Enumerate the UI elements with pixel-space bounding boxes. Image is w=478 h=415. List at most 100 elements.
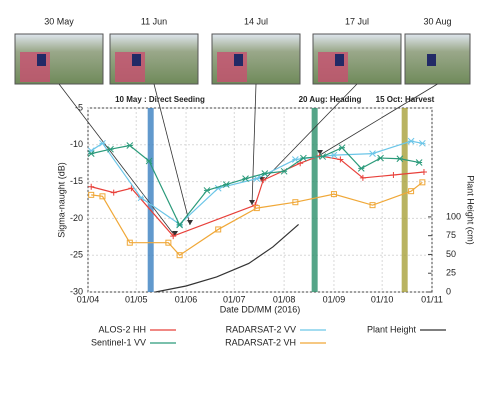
marker [319, 153, 327, 160]
photo-sign [132, 54, 141, 66]
arrow-head [249, 200, 255, 205]
x-tick-label: 01/07 [223, 294, 246, 304]
photo-sign [234, 54, 243, 66]
legend-label: Sentinel-1 VV [91, 337, 146, 347]
marker [99, 139, 106, 147]
arrow-head [172, 231, 178, 236]
x-axis-title: Date DD/MM (2016) [220, 304, 301, 314]
marker [126, 239, 133, 246]
legend-label: ALOS-2 HH [98, 324, 146, 334]
marker [407, 137, 415, 145]
marker [369, 150, 376, 157]
event-band [311, 108, 318, 292]
photo-label: 30 Aug [423, 16, 451, 26]
y-tick-label: -15 [70, 176, 83, 186]
marker [408, 188, 415, 195]
y-tick-label: -25 [70, 250, 83, 260]
y2-tick-label: 75 [446, 230, 456, 240]
marker [99, 193, 106, 200]
marker [176, 221, 183, 229]
x-tick-label: 01/05 [125, 294, 148, 304]
photo-arrow [58, 83, 176, 237]
photo-label: 14 Jul [244, 16, 268, 26]
y-tick-label: -20 [70, 213, 83, 223]
x-tick-label: 01/06 [175, 294, 198, 304]
photo-sign [427, 54, 436, 66]
marker [330, 191, 337, 198]
series-line [91, 181, 423, 256]
marker [419, 179, 426, 186]
marker [415, 159, 423, 166]
marker [330, 151, 338, 159]
marker [280, 167, 288, 175]
photo [404, 33, 471, 85]
marker [338, 144, 346, 152]
photo-sign [335, 54, 344, 66]
photo-label: 11 Jun [141, 16, 167, 26]
marker [419, 139, 426, 147]
photo-label: 30 May [44, 16, 74, 26]
photo-arrow [251, 83, 257, 206]
y2-tick-label: 100 [446, 211, 461, 221]
y2-axis-title: Plant Height (cm) [466, 175, 476, 245]
x-tick-label: 01/09 [323, 294, 346, 304]
marker [88, 183, 95, 190]
marker [107, 145, 114, 153]
marker [87, 150, 95, 157]
series-line [91, 155, 425, 237]
event-band [147, 108, 154, 292]
y-tick-label: -10 [70, 139, 83, 149]
event-label: 20 Aug: Heading [299, 95, 362, 104]
marker [297, 160, 304, 167]
marker [369, 202, 376, 209]
marker [337, 156, 344, 163]
marker [253, 205, 260, 212]
legend-label: RADARSAT-2 VH [225, 337, 296, 347]
marker [110, 189, 117, 196]
y2-tick-label: 0 [446, 286, 451, 296]
marker [357, 164, 365, 172]
event-band [401, 108, 408, 292]
marker [359, 174, 366, 181]
y-tick-label: -30 [70, 286, 83, 296]
marker [377, 154, 384, 162]
marker [165, 239, 172, 246]
legend-label: RADARSAT-2 VV [226, 324, 296, 334]
legend-label: Plant Height [367, 324, 417, 334]
event-label: 15 Oct: Harvest [376, 95, 435, 104]
x-tick-label: 01/10 [371, 294, 394, 304]
x-tick-label: 01/04 [77, 294, 100, 304]
marker [222, 181, 230, 188]
marker [292, 199, 299, 206]
photo-sign [37, 54, 46, 66]
y2-tick-label: 25 [446, 268, 456, 278]
series-line [155, 223, 299, 293]
marker [170, 233, 177, 240]
x-tick-label: 01/11 [421, 294, 443, 304]
marker [126, 142, 134, 149]
arrow-head [187, 220, 193, 225]
marker [88, 191, 95, 198]
marker [215, 226, 222, 233]
photo-label: 17 Jul [345, 16, 369, 26]
marker [261, 170, 269, 177]
marker [260, 177, 267, 184]
y2-tick-label: 50 [446, 249, 456, 259]
x-tick-label: 01/08 [273, 294, 296, 304]
marker [300, 154, 307, 162]
marker [128, 185, 135, 192]
photo-arrow [153, 83, 191, 226]
marker [396, 155, 404, 163]
y-axis-title: Sigma-naught (dB) [56, 162, 66, 238]
series-line [91, 144, 420, 227]
plot-frame [87, 107, 433, 293]
event-label: 10 May : Direct Seeding [115, 95, 205, 104]
marker [203, 187, 211, 194]
marker [137, 194, 145, 202]
marker [420, 169, 427, 176]
marker [145, 157, 153, 165]
marker [390, 171, 397, 178]
arrow-head [317, 150, 323, 155]
